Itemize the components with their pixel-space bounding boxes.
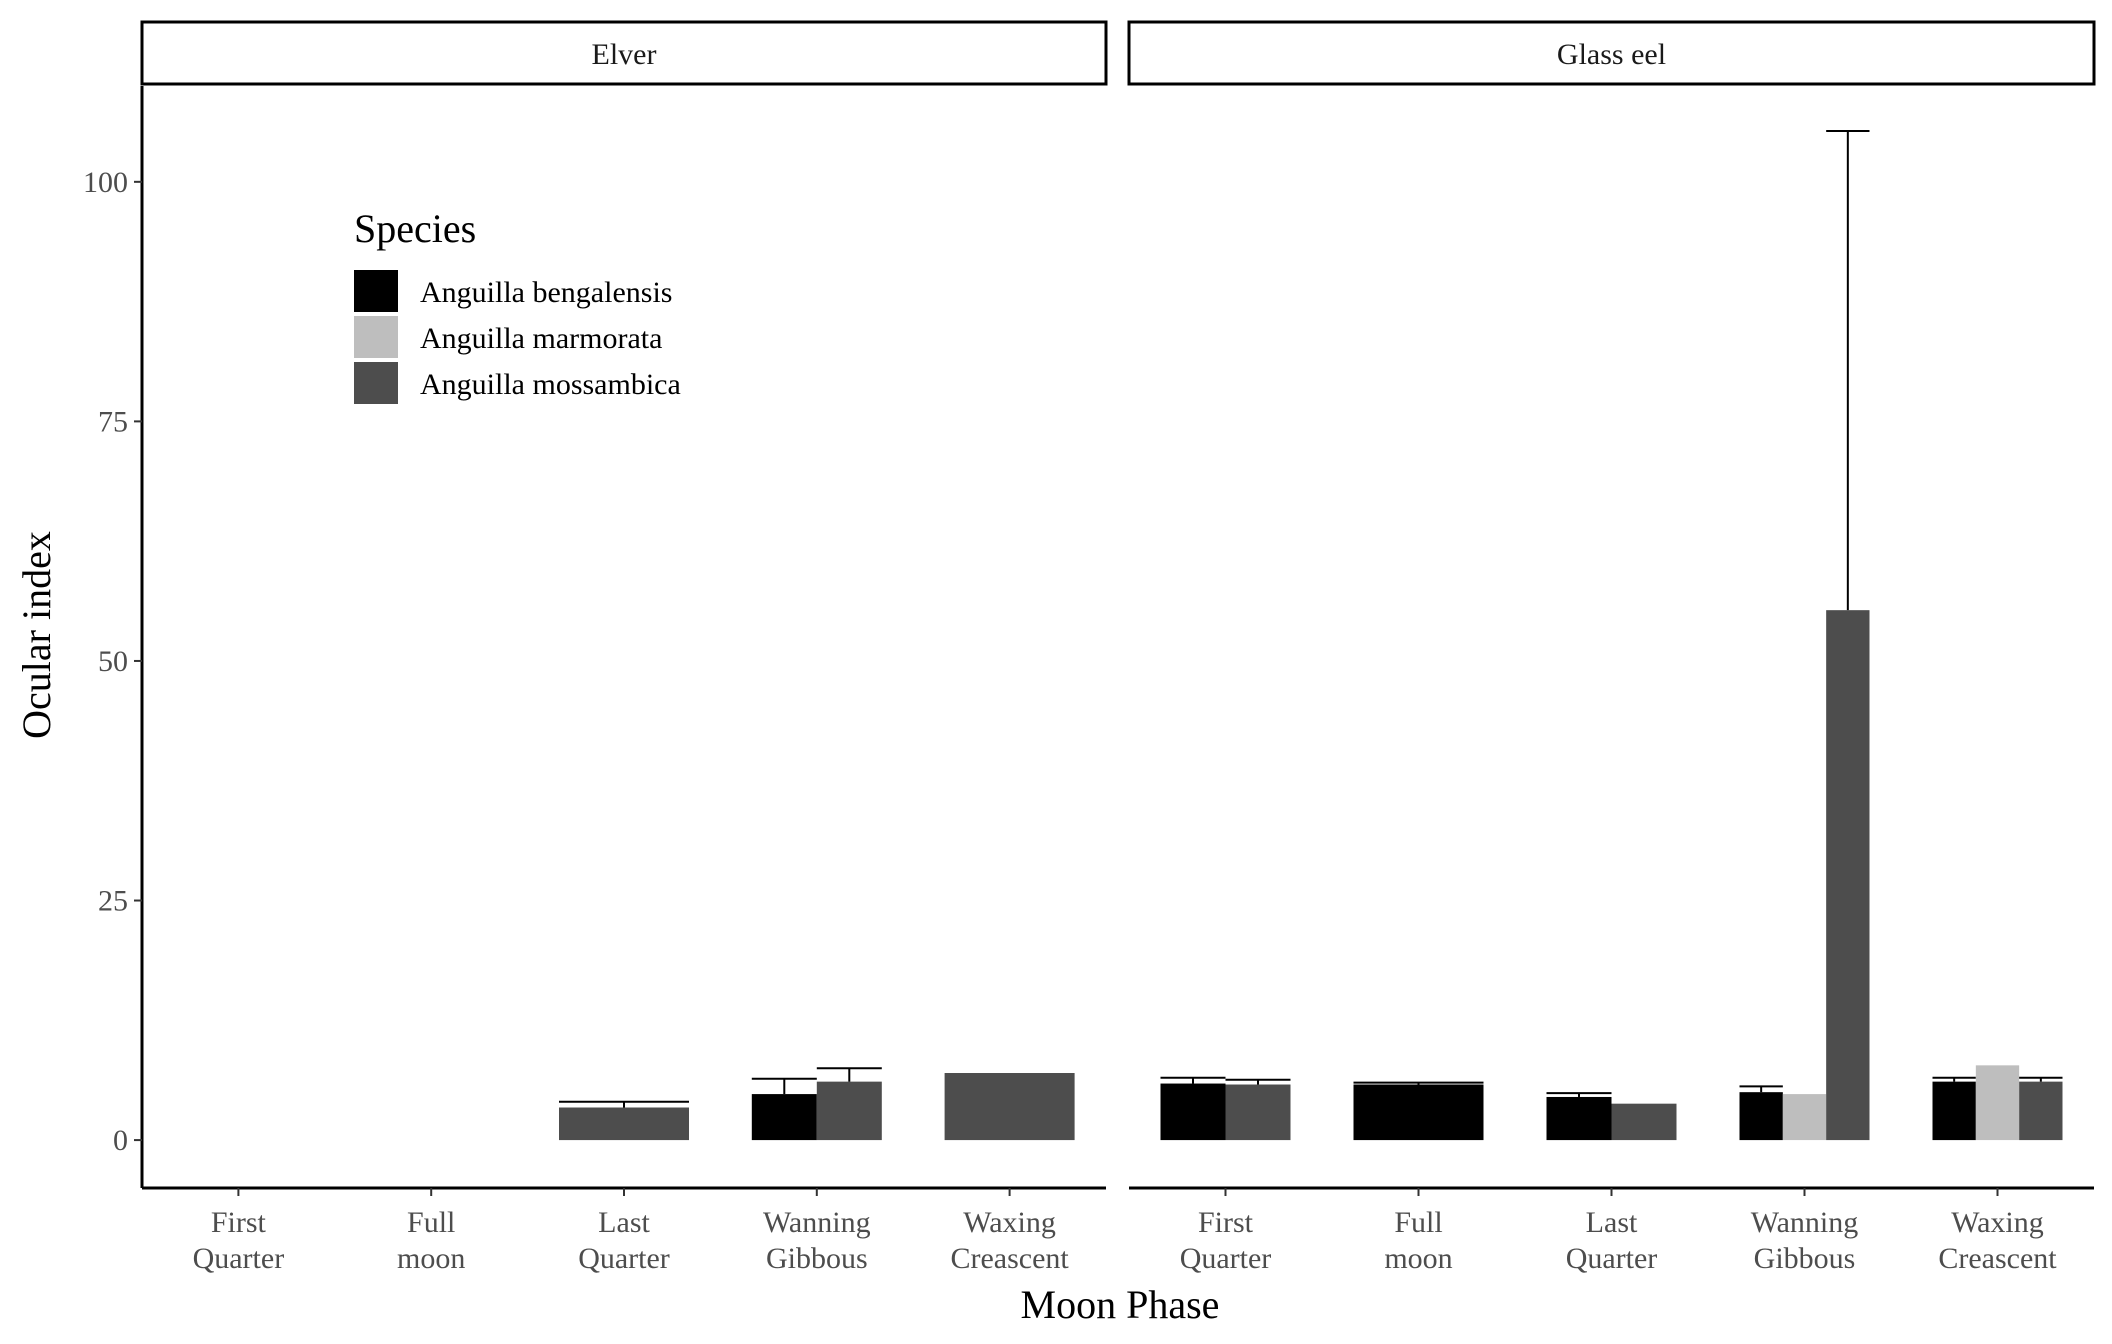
bar xyxy=(944,1073,1075,1141)
bar xyxy=(1225,1084,1291,1141)
bar xyxy=(1932,1081,1976,1141)
x-tick-label: moon xyxy=(1384,1242,1452,1275)
legend-label: Anguilla mossambica xyxy=(420,368,681,401)
facet-panel-0: ElverFirstQuarterFullmoonLastQuarterWann… xyxy=(140,20,1108,1275)
y-tick-label: 75 xyxy=(98,405,128,438)
x-tick-label: Full xyxy=(407,1206,455,1239)
facets: ElverFirstQuarterFullmoonLastQuarterWann… xyxy=(140,20,2096,1275)
bar xyxy=(1353,1084,1484,1141)
x-tick-label: Quarter xyxy=(578,1242,670,1275)
x-tick-label: Quarter xyxy=(1566,1242,1658,1275)
x-tick-label: Quarter xyxy=(193,1242,285,1275)
y-tick-label: 25 xyxy=(98,885,128,918)
x-tick-label: Last xyxy=(598,1206,650,1239)
x-tick-label: Gibbous xyxy=(766,1242,868,1275)
legend: Species Anguilla bengalensis Anguilla marm… xyxy=(354,206,681,404)
legend-key xyxy=(354,362,398,404)
legend-label: Anguilla bengalensis xyxy=(420,276,672,309)
x-axis-title: Moon Phase xyxy=(1021,1282,1220,1327)
x-tick-label: First xyxy=(211,1206,267,1239)
bar xyxy=(1782,1094,1827,1141)
x-tick-label: Waxing xyxy=(1951,1206,2044,1239)
bar xyxy=(1160,1083,1226,1141)
facet-strip-label: Elver xyxy=(592,38,657,71)
legend-label: Anguilla marmorata xyxy=(420,322,662,355)
y-axis: 0 25 50 75 100 xyxy=(83,86,144,1188)
bar xyxy=(816,1081,882,1141)
x-tick-label: Creascent xyxy=(950,1242,1069,1275)
x-tick-label: Waxing xyxy=(963,1206,1056,1239)
bar xyxy=(1546,1096,1612,1141)
x-tick-label: Creascent xyxy=(1938,1242,2057,1275)
bar xyxy=(1826,610,1870,1141)
facet-panel-1: Glass eelFirstQuarterFullmoonLastQuarter… xyxy=(1127,20,2096,1275)
x-tick-label: First xyxy=(1198,1206,1254,1239)
facet-strip xyxy=(1127,20,2096,86)
x-tick-label: moon xyxy=(397,1242,465,1275)
x-tick-label: Gibbous xyxy=(1754,1242,1856,1275)
x-tick-label: Last xyxy=(1586,1206,1638,1239)
bar xyxy=(559,1107,689,1141)
facet-strip-label: Glass eel xyxy=(1557,38,1666,71)
y-tick-label: 50 xyxy=(98,645,128,678)
legend-title: Species xyxy=(354,206,476,251)
x-tick-label: Full xyxy=(1394,1206,1442,1239)
legend-key xyxy=(354,316,398,358)
bar xyxy=(1611,1103,1677,1141)
bar xyxy=(1975,1065,2020,1141)
x-tick-label: Wanning xyxy=(763,1206,871,1239)
y-axis-title: Ocular index xyxy=(14,531,59,739)
x-tick-label: Wanning xyxy=(1751,1206,1859,1239)
bar xyxy=(2019,1081,2063,1141)
facet-strip xyxy=(140,20,1108,86)
y-tick-label: 100 xyxy=(83,166,128,199)
bar xyxy=(1739,1092,1783,1141)
legend-key xyxy=(354,270,398,312)
y-tick-label: 0 xyxy=(113,1124,128,1157)
x-tick-label: Quarter xyxy=(1180,1242,1272,1275)
bar xyxy=(751,1094,817,1141)
